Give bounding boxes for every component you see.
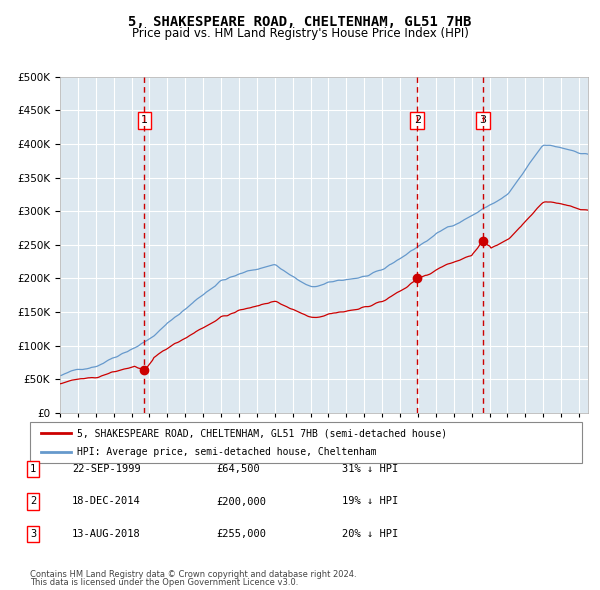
Text: £255,000: £255,000 <box>216 529 266 539</box>
Text: 5, SHAKESPEARE ROAD, CHELTENHAM, GL51 7HB: 5, SHAKESPEARE ROAD, CHELTENHAM, GL51 7H… <box>128 15 472 29</box>
Text: 20% ↓ HPI: 20% ↓ HPI <box>342 529 398 539</box>
FancyBboxPatch shape <box>30 422 582 463</box>
Text: Price paid vs. HM Land Registry's House Price Index (HPI): Price paid vs. HM Land Registry's House … <box>131 27 469 40</box>
Text: £200,000: £200,000 <box>216 497 266 506</box>
Text: 13-AUG-2018: 13-AUG-2018 <box>72 529 141 539</box>
Text: 22-SEP-1999: 22-SEP-1999 <box>72 464 141 474</box>
Text: 5, SHAKESPEARE ROAD, CHELTENHAM, GL51 7HB (semi-detached house): 5, SHAKESPEARE ROAD, CHELTENHAM, GL51 7H… <box>77 428 447 438</box>
Text: HPI: Average price, semi-detached house, Cheltenham: HPI: Average price, semi-detached house,… <box>77 447 377 457</box>
Text: 2: 2 <box>413 116 421 126</box>
Text: £64,500: £64,500 <box>216 464 260 474</box>
Text: This data is licensed under the Open Government Licence v3.0.: This data is licensed under the Open Gov… <box>30 578 298 587</box>
Text: 3: 3 <box>479 116 486 126</box>
Text: 1: 1 <box>30 464 36 474</box>
Text: Contains HM Land Registry data © Crown copyright and database right 2024.: Contains HM Land Registry data © Crown c… <box>30 571 356 579</box>
Text: 1: 1 <box>141 116 148 126</box>
Text: 31% ↓ HPI: 31% ↓ HPI <box>342 464 398 474</box>
Text: 19% ↓ HPI: 19% ↓ HPI <box>342 497 398 506</box>
Text: 18-DEC-2014: 18-DEC-2014 <box>72 497 141 506</box>
Text: 2: 2 <box>30 497 36 506</box>
Text: 3: 3 <box>30 529 36 539</box>
